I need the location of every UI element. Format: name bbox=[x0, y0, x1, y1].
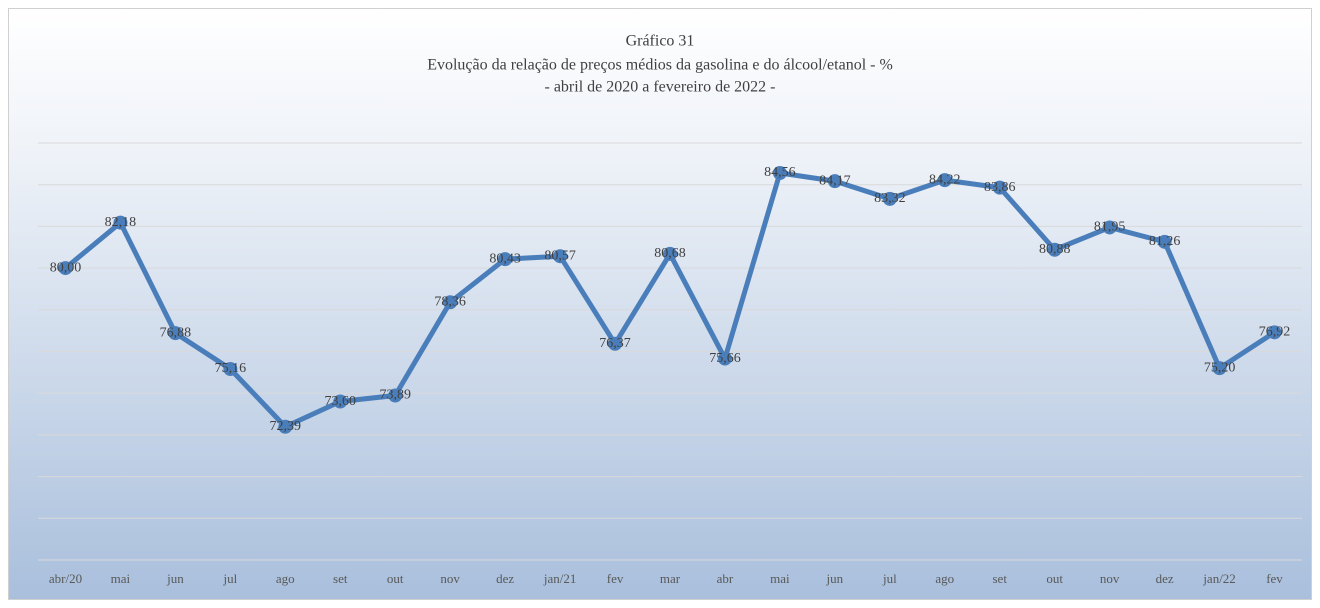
data-point bbox=[1102, 220, 1117, 235]
x-tick-label: mar bbox=[660, 571, 681, 586]
data-label: 80,68 bbox=[654, 246, 686, 261]
data-label: 75,16 bbox=[215, 361, 247, 376]
data-point bbox=[1212, 361, 1227, 376]
data-point bbox=[278, 419, 293, 434]
x-tick-label: abr bbox=[717, 571, 734, 586]
data-point bbox=[168, 326, 183, 341]
data-point bbox=[663, 246, 677, 261]
data-point bbox=[498, 252, 513, 267]
data-point bbox=[608, 336, 623, 351]
data-point bbox=[58, 261, 73, 276]
x-tick-label: ago bbox=[935, 571, 954, 586]
data-label: 80,57 bbox=[544, 248, 576, 263]
x-tick-label: dez bbox=[1156, 571, 1174, 586]
x-tick-label: out bbox=[387, 571, 404, 586]
chart-title: Gráfico 31 bbox=[626, 33, 695, 50]
x-tick-label: nov bbox=[440, 571, 460, 586]
data-point bbox=[937, 173, 952, 188]
x-tick-label: jan/21 bbox=[543, 571, 577, 586]
data-label: 82,18 bbox=[105, 215, 137, 230]
x-tick-label: set bbox=[333, 571, 348, 586]
data-label: 80,00 bbox=[50, 260, 82, 275]
data-label: 75,66 bbox=[709, 351, 741, 366]
data-point bbox=[882, 191, 897, 206]
x-tick-label: fev bbox=[1266, 571, 1283, 586]
x-tick-label: mai bbox=[111, 571, 131, 586]
data-label: 83,32 bbox=[874, 191, 906, 206]
data-point bbox=[1157, 234, 1172, 249]
data-label: 84,17 bbox=[819, 173, 851, 188]
data-point bbox=[113, 215, 128, 230]
data-label: 80,88 bbox=[1039, 242, 1071, 257]
data-label: 78,36 bbox=[434, 295, 466, 310]
x-tick-label: ago bbox=[276, 571, 295, 586]
x-tick-label: nov bbox=[1100, 571, 1120, 586]
data-point bbox=[333, 394, 348, 409]
data-point bbox=[443, 295, 458, 310]
x-tick-label: jun bbox=[826, 571, 844, 586]
data-label: 73,60 bbox=[325, 394, 357, 409]
x-tick-label: mai bbox=[770, 571, 790, 586]
data-label: 81,26 bbox=[1149, 234, 1181, 249]
data-label: 80,43 bbox=[489, 251, 521, 266]
x-tick-label: jan/22 bbox=[1202, 571, 1236, 586]
chart-subtitle: Evolução da relação de preços médios da … bbox=[427, 57, 893, 74]
data-label: 76,92 bbox=[1259, 325, 1291, 340]
data-label: 81,95 bbox=[1094, 220, 1126, 235]
data-label: 75,20 bbox=[1204, 360, 1236, 375]
data-label: 73,89 bbox=[379, 388, 411, 403]
data-label: 76,37 bbox=[599, 336, 631, 351]
x-tick-label: out bbox=[1046, 571, 1063, 586]
x-tick-label: jun bbox=[166, 571, 184, 586]
data-point bbox=[553, 249, 568, 264]
data-label: 72,39 bbox=[270, 419, 302, 434]
x-tick-label: abr/20 bbox=[49, 571, 82, 586]
data-point bbox=[388, 388, 403, 403]
data-point bbox=[223, 362, 238, 377]
data-point bbox=[1047, 242, 1062, 257]
data-point bbox=[1267, 325, 1282, 340]
x-tick-label: jul bbox=[222, 571, 237, 586]
data-point bbox=[772, 166, 787, 181]
x-tick-label: fev bbox=[607, 571, 624, 586]
x-tick-label: jul bbox=[882, 571, 897, 586]
data-label: 76,88 bbox=[160, 325, 192, 340]
data-label: 84,56 bbox=[764, 165, 796, 180]
data-point bbox=[827, 174, 842, 189]
data-point bbox=[717, 351, 732, 366]
data-label: 83,86 bbox=[984, 180, 1016, 195]
data-point bbox=[992, 180, 1007, 195]
chart-subtitle: - abril de 2020 a fevereiro de 2022 - bbox=[544, 79, 775, 96]
data-label: 84,22 bbox=[929, 172, 961, 187]
chart-frame bbox=[8, 8, 1312, 600]
x-tick-label: set bbox=[993, 571, 1008, 586]
x-tick-label: dez bbox=[496, 571, 514, 586]
